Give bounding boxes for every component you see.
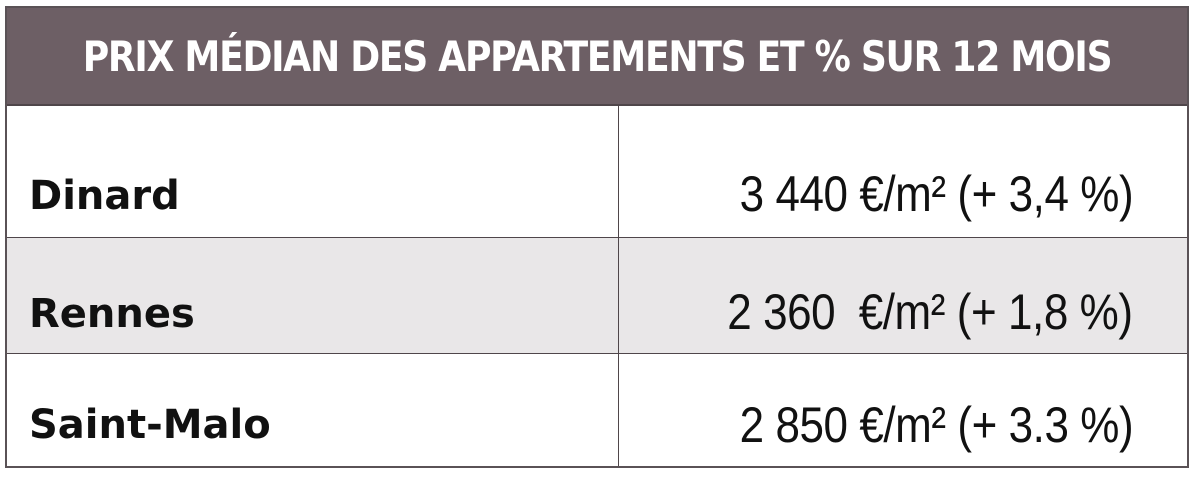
price-label-rennes: 2 360 €/m² (+ 1,8 %)	[727, 284, 1134, 340]
price-table: PRIX MÉDIAN DES APPARTEMENTS ET % SUR 12…	[5, 6, 1189, 468]
price-value-rennes: 2 360 €/m² (+ 1,8 %)	[619, 238, 1187, 353]
city-name-dinard: Dinard	[7, 106, 619, 237]
table-header: PRIX MÉDIAN DES APPARTEMENTS ET % SUR 12…	[7, 8, 1187, 106]
table-row: Rennes 2 360 €/m² (+ 1,8 %)	[7, 238, 1187, 354]
city-name-saint-malo: Saint-Malo	[7, 354, 619, 466]
table-title: PRIX MÉDIAN DES APPARTEMENTS ET % SUR 12…	[82, 31, 1113, 81]
table-row: Dinard 3 440 €/m² (+ 3,4 %)	[7, 106, 1187, 238]
city-name-rennes: Rennes	[7, 238, 619, 353]
price-value-saint-malo: 2 850 €/m² (+ 3.3 %)	[619, 354, 1187, 466]
price-value-dinard: 3 440 €/m² (+ 3,4 %)	[619, 106, 1187, 237]
price-label-saint-malo: 2 850 €/m² (+ 3.3 %)	[739, 397, 1134, 453]
table-row: Saint-Malo 2 850 €/m² (+ 3.3 %)	[7, 354, 1187, 466]
price-label-dinard: 3 440 €/m² (+ 3,4 %)	[739, 166, 1134, 222]
